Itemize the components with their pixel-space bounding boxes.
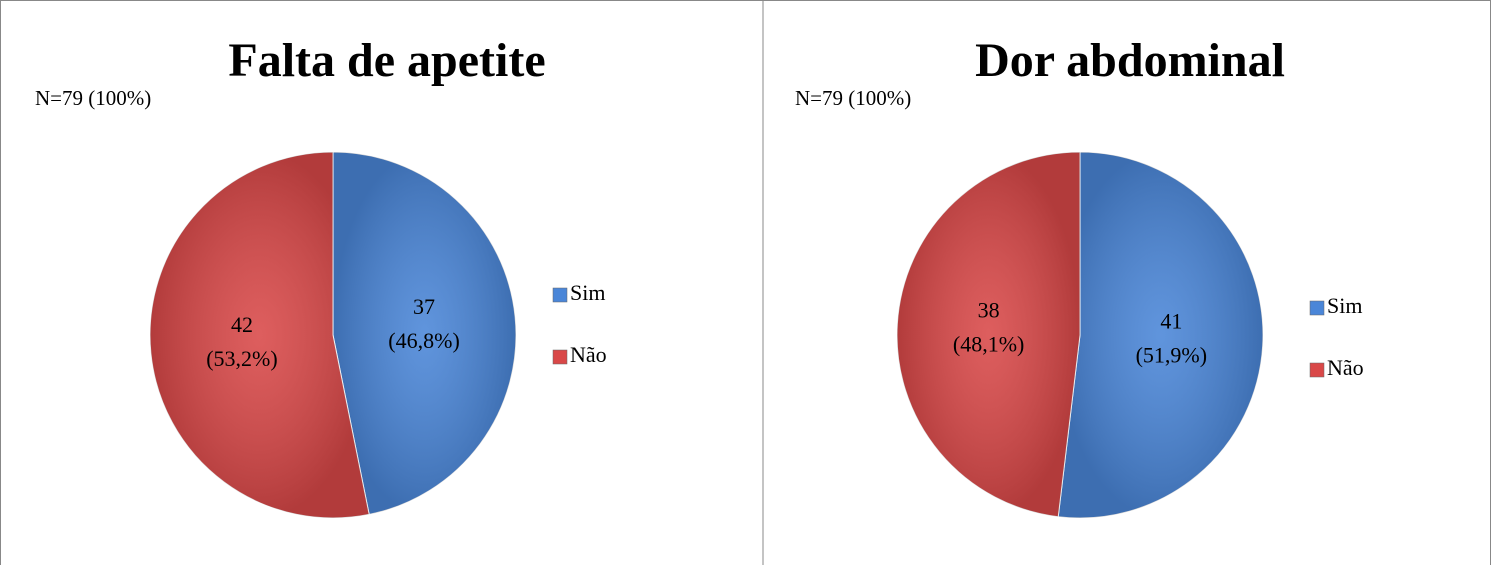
value-label: 38 <box>978 298 1000 323</box>
legend-swatch <box>552 287 568 303</box>
chart-title: Dor abdominal <box>975 34 1285 87</box>
subtitle: N=79 (100%) <box>795 86 911 110</box>
legend-swatch <box>1309 300 1325 316</box>
percent-label: (48,1%) <box>953 332 1024 357</box>
legend-label: Não <box>570 342 607 367</box>
percent-label: (53,2%) <box>206 346 277 371</box>
legend-swatch <box>552 349 568 365</box>
legend-label: Sim <box>570 280 605 305</box>
chart-title: Falta de apetite <box>228 34 545 87</box>
percent-label: (46,8%) <box>388 328 459 353</box>
legend-swatch <box>1309 362 1325 378</box>
value-label: 37 <box>413 294 435 319</box>
pie-slice <box>1057 151 1264 519</box>
percent-label: (51,9%) <box>1136 343 1207 368</box>
subtitle: N=79 (100%) <box>35 86 151 110</box>
value-label: 42 <box>231 312 253 337</box>
value-label: 41 <box>1160 309 1182 334</box>
legend-label: Não <box>1327 355 1364 380</box>
legend-label: Sim <box>1327 293 1362 318</box>
